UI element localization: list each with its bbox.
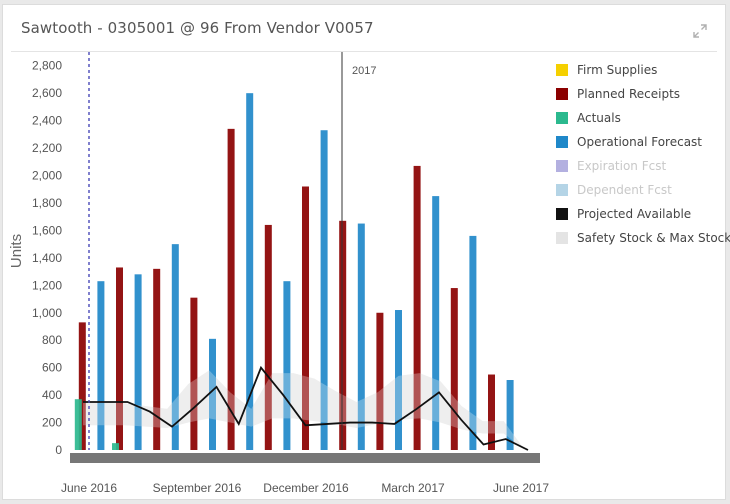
- operational-forecast-bar: [506, 380, 514, 450]
- operational-forecast-bar: [209, 338, 216, 450]
- legend-label: Planned Receipts: [577, 87, 681, 101]
- operational-forecast-bar: [432, 196, 440, 450]
- y-tick-label: 2,800: [32, 59, 62, 73]
- y-tick-label: 600: [42, 361, 62, 375]
- y-axis-label: Units: [8, 234, 25, 268]
- y-tick-label: 1,400: [32, 251, 62, 265]
- planned-receipts-bar: [450, 288, 458, 450]
- y-tick-label: 1,800: [32, 196, 62, 210]
- legend-label: Operational Forecast: [577, 135, 702, 149]
- legend-item[interactable]: Safety Stock & Max Stock: [556, 226, 730, 250]
- legend-label: Actuals: [577, 111, 621, 125]
- planned-receipts-bar: [264, 224, 272, 450]
- safety-stock-overlay: [83, 370, 525, 450]
- legend-swatch: [556, 160, 568, 172]
- planned-receipts-bar: [302, 186, 309, 450]
- x-tick-label: June 2016: [61, 481, 117, 495]
- planned-receipts-bar: [376, 312, 384, 450]
- legend-swatch: [556, 184, 568, 196]
- legend-swatch: [556, 136, 568, 148]
- legend-label: Firm Supplies: [577, 63, 658, 77]
- planned-receipts-bar: [413, 165, 421, 450]
- projected-available-line: [83, 365, 529, 451]
- operational-forecast-bar: [283, 281, 291, 450]
- year-marker-label: 2017: [352, 65, 376, 77]
- planned-receipts-bar: [190, 297, 198, 450]
- legend-swatch: [556, 232, 568, 244]
- y-tick-label: 400: [42, 388, 62, 402]
- legend-item[interactable]: Dependent Fcst: [556, 178, 730, 202]
- y-tick-label: 0: [55, 443, 62, 457]
- legend-swatch: [556, 88, 568, 100]
- planned-receipts-bar: [153, 268, 161, 450]
- y-tick-label: 2,600: [32, 86, 62, 100]
- y-tick-label: 1,600: [32, 223, 62, 237]
- legend-item[interactable]: Operational Forecast: [556, 130, 730, 154]
- y-tick-label: 1,200: [32, 278, 62, 292]
- legend-item[interactable]: Projected Available: [556, 202, 730, 226]
- legend-item[interactable]: Expiration Fcst: [556, 154, 730, 178]
- y-tick-label: 2,000: [32, 169, 62, 183]
- x-axis-scrollbar: [70, 453, 540, 463]
- operational-forecast-bar: [246, 93, 254, 450]
- y-tick-label: 2,200: [32, 141, 62, 155]
- y-tick-label: 2,400: [32, 114, 62, 128]
- actuals-bar: [112, 443, 119, 450]
- expand-arrows-icon[interactable]: [693, 24, 707, 38]
- x-tick-label: June 2017: [493, 481, 549, 495]
- planned-receipts-bar: [339, 220, 347, 450]
- planned-receipts-bar: [116, 267, 123, 450]
- legend-item[interactable]: Firm Supplies: [556, 58, 730, 82]
- actuals-bar: [74, 399, 82, 450]
- legend-label: Safety Stock & Max Stock: [577, 231, 730, 245]
- legend-label: Dependent Fcst: [577, 183, 672, 197]
- operational-forecast-bar: [320, 130, 328, 450]
- y-tick-label: 1,000: [32, 306, 62, 320]
- y-tick-label: 800: [42, 333, 62, 347]
- chart-legend: Firm Supplies Planned Receipts Actuals Oper…: [556, 58, 730, 250]
- x-tick-label: December 2016: [263, 481, 349, 495]
- operational-forecast-bar: [171, 244, 179, 450]
- chart-title: Sawtooth - 0305001 @ 96 From Vendor V005…: [21, 19, 374, 37]
- planned-receipts-bar: [488, 374, 495, 450]
- legend-label: Expiration Fcst: [577, 159, 667, 173]
- legend-swatch: [556, 112, 568, 124]
- operational-forecast-bar: [395, 310, 402, 450]
- title-divider: [11, 51, 717, 52]
- x-tick-label: March 2017: [381, 481, 445, 495]
- operational-forecast-bar: [134, 274, 142, 450]
- legend-swatch: [556, 64, 568, 76]
- planned-receipts-bar: [227, 128, 235, 451]
- y-tick-label: 200: [42, 416, 62, 430]
- legend-swatch: [556, 208, 568, 220]
- legend-item[interactable]: Actuals: [556, 106, 730, 130]
- operational-forecast-bar: [357, 223, 365, 450]
- operational-forecast-bar: [469, 235, 477, 450]
- planned-receipts-bar: [78, 322, 86, 450]
- operational-forecast-bar: [97, 281, 105, 450]
- legend-label: Projected Available: [577, 207, 692, 221]
- x-tick-label: September 2016: [153, 481, 242, 495]
- legend-item[interactable]: Planned Receipts: [556, 82, 730, 106]
